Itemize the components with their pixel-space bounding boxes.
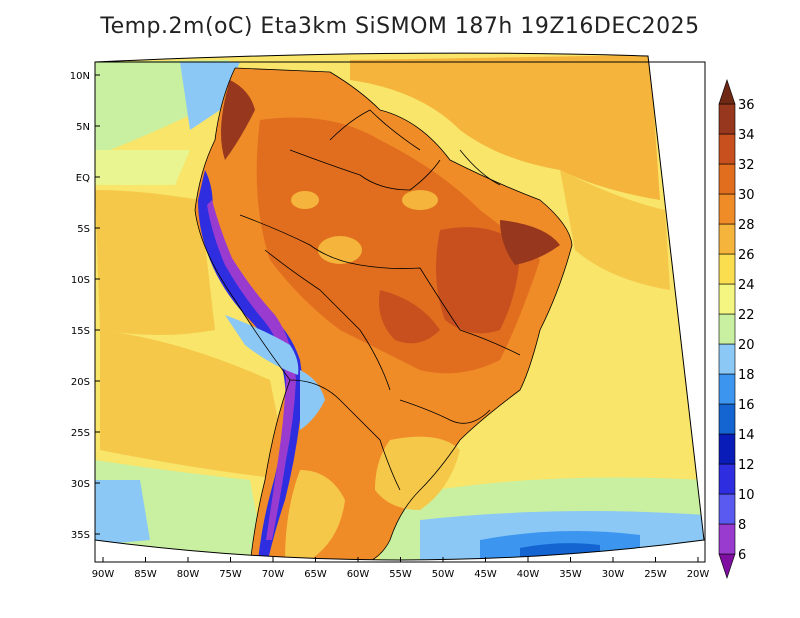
colorbar-label: 28 (738, 218, 755, 233)
colorbar-swatch (718, 493, 736, 525)
lat-label: 35S (71, 530, 90, 541)
colorbar-swatch (718, 223, 736, 255)
lon-label: 70W (262, 569, 285, 580)
colorbar-label: 14 (738, 428, 755, 443)
andes-cold (198, 170, 303, 560)
lat-label: 10S (71, 275, 90, 286)
map-frame (94, 52, 705, 561)
colorbar-swatch (718, 373, 736, 405)
colorbar-label: 26 (738, 248, 755, 263)
lon-label: 45W (474, 569, 497, 580)
colorbar-swatch (718, 463, 736, 495)
map-title: Temp.2m(oC) Eta3km SiSMOM 187h 19Z16DEC2… (100, 14, 700, 39)
lon-label: 60W (347, 569, 370, 580)
lat-label: 15S (71, 326, 90, 337)
colorbar-swatch (718, 133, 736, 165)
temperature-colorbar: 6 8 10 12 14 16 18 20 22 24 26 28 30 32 34 36 (718, 79, 755, 579)
colorbar-swatch (718, 523, 736, 555)
colorbar-label: 34 (738, 128, 755, 143)
colorbar-swatch (718, 253, 736, 285)
lat-label: 5N (76, 122, 90, 133)
lon-label: 75W (219, 569, 242, 580)
colorbar-label: 12 (738, 458, 755, 473)
colorbar-label: 18 (738, 368, 755, 383)
colorbar-swatch (718, 193, 736, 225)
lon-label: 30W (602, 569, 625, 580)
colorbar-swatch (718, 343, 736, 375)
colorbar-label: 20 (738, 338, 755, 353)
colorbar-label: 30 (738, 188, 755, 203)
lon-label: 90W (92, 569, 115, 580)
lon-label: 55W (389, 569, 412, 580)
colorbar-label: 32 (738, 158, 755, 173)
country-borders (194, 67, 573, 560)
colorbar-label: 22 (738, 308, 755, 323)
colorbar-label: 36 (738, 98, 755, 113)
lat-label: 20S (71, 377, 90, 388)
colorbar-label: 24 (738, 278, 755, 293)
lon-label: 40W (517, 569, 540, 580)
lon-label: 25W (644, 569, 667, 580)
colorbar-swatch (718, 283, 736, 315)
lat-label: 25S (71, 428, 90, 439)
lon-label: 20W (687, 569, 710, 580)
temperature-field (95, 53, 704, 560)
latitude-axis: 10N 5N EQ 5S 10S 15S 20S 25S 30S 35S (70, 71, 100, 541)
colorbar-swatch (718, 553, 736, 579)
lon-label: 80W (177, 569, 200, 580)
colorbar-swatch (718, 79, 736, 105)
colorbar-label: 16 (738, 398, 755, 413)
lat-label: 30S (71, 479, 90, 490)
colorbar-swatch (718, 313, 736, 345)
lon-label: 50W (432, 569, 455, 580)
lat-label: 5S (77, 224, 90, 235)
colorbar-label: 6 (738, 548, 746, 563)
colorbar-swatch (718, 403, 736, 435)
lon-label: 35W (559, 569, 582, 580)
lon-label: 85W (134, 569, 157, 580)
colorbar-swatch (718, 163, 736, 195)
lat-label: 10N (70, 71, 90, 82)
colorbar-label: 10 (738, 488, 755, 503)
colorbar-swatch (718, 103, 736, 135)
colorbar-label: 8 (738, 518, 746, 533)
lat-label: EQ (76, 173, 90, 184)
lon-label: 65W (304, 569, 327, 580)
colorbar-swatch (718, 433, 736, 465)
longitude-axis: 90W 85W 80W 75W 70W 65W 60W 55W 50W 45W 40W 35W 30W 2… (92, 557, 710, 580)
